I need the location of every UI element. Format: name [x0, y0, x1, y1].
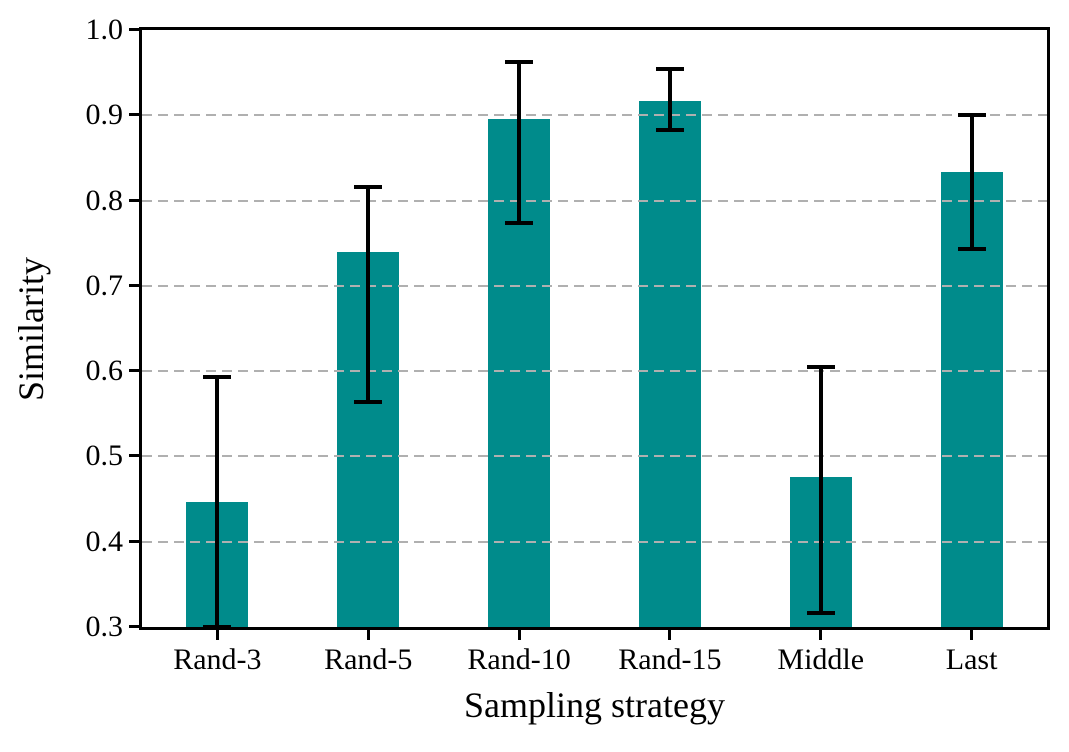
error-line-rand-15 [667, 69, 672, 130]
x-tick-label-rand-5: Rand-5 [324, 643, 413, 676]
error-cap-bottom-rand-5 [354, 399, 383, 404]
error-bars-layer [142, 30, 1047, 629]
gridline-0.6 [142, 370, 1047, 373]
grid-layer [142, 30, 1047, 627]
bar-rand-15 [638, 100, 701, 627]
error-line-rand-3 [215, 377, 220, 627]
y-tick-label-0.6: 0.6 [85, 354, 124, 388]
error-cap-top-rand-10 [505, 60, 534, 65]
x-tick-rand-10 [517, 630, 521, 640]
error-line-rand-5 [366, 186, 371, 402]
y-axis-label: Similarity [11, 256, 51, 401]
y-tick-label-1.0: 1.0 [85, 13, 124, 46]
error-line-last [969, 115, 974, 250]
y-tick-0.6 [129, 369, 139, 373]
x-tick-middle [819, 630, 823, 640]
plot-area: 0.3 0.4 0.5 0.6 0.7 0.8 0.9 1.0 Rand-3 Rand-5 Rand… [11, 13, 1050, 725]
gridline-0.9 [142, 114, 1047, 117]
error-cap-bottom-rand-10 [505, 220, 534, 225]
y-tick-label-0.8: 0.8 [85, 183, 124, 217]
y-tick-label-0.9: 0.9 [85, 98, 124, 132]
x-axis-label: Sampling strategy [464, 685, 725, 725]
y-tick-0.9 [129, 113, 139, 117]
y-tick-0.4 [129, 539, 139, 543]
gridline-0.5 [142, 455, 1047, 458]
x-tick-label-middle: Middle [777, 643, 865, 676]
error-cap-top-last [957, 113, 986, 118]
x-tick-label-rand-10: Rand-10 [467, 643, 571, 676]
ticks-layer: 0.3 0.4 0.5 0.6 0.7 0.8 0.9 1.0 Rand-3 Rand-5 Rand… [86, 13, 1047, 676]
y-tick-0.7 [129, 283, 139, 287]
error-cap-bottom-middle [806, 611, 835, 616]
error-cap-top-rand-5 [354, 184, 383, 189]
y-tick-label-0.5: 0.5 [85, 439, 124, 473]
gridline-0.8 [142, 199, 1047, 202]
x-tick-label-rand-15: Rand-15 [618, 643, 722, 676]
x-tick-rand-3 [215, 630, 219, 640]
gridline-0.7 [142, 284, 1047, 287]
y-tick-0.5 [129, 454, 139, 458]
error-line-rand-10 [517, 62, 522, 223]
error-cap-bottom-last [957, 247, 986, 252]
y-tick-1.0 [129, 28, 139, 31]
x-tick-label-last: Last [945, 643, 998, 676]
error-line-middle [818, 366, 823, 614]
y-tick-label-0.7: 0.7 [85, 268, 124, 302]
x-tick-last [970, 630, 974, 640]
error-cap-bottom-rand-15 [655, 127, 684, 132]
gridline-0.4 [142, 540, 1047, 543]
x-tick-label-rand-3: Rand-3 [173, 643, 262, 676]
y-tick-0.3 [129, 625, 139, 628]
y-tick-label-0.3: 0.3 [85, 610, 124, 643]
y-tick-0.8 [129, 198, 139, 202]
x-tick-rand-15 [668, 630, 672, 640]
y-tick-label-0.4: 0.4 [85, 524, 124, 558]
error-cap-top-rand-15 [655, 67, 684, 72]
error-cap-top-middle [806, 364, 835, 369]
error-cap-top-rand-3 [203, 375, 232, 380]
x-tick-rand-5 [366, 630, 370, 640]
